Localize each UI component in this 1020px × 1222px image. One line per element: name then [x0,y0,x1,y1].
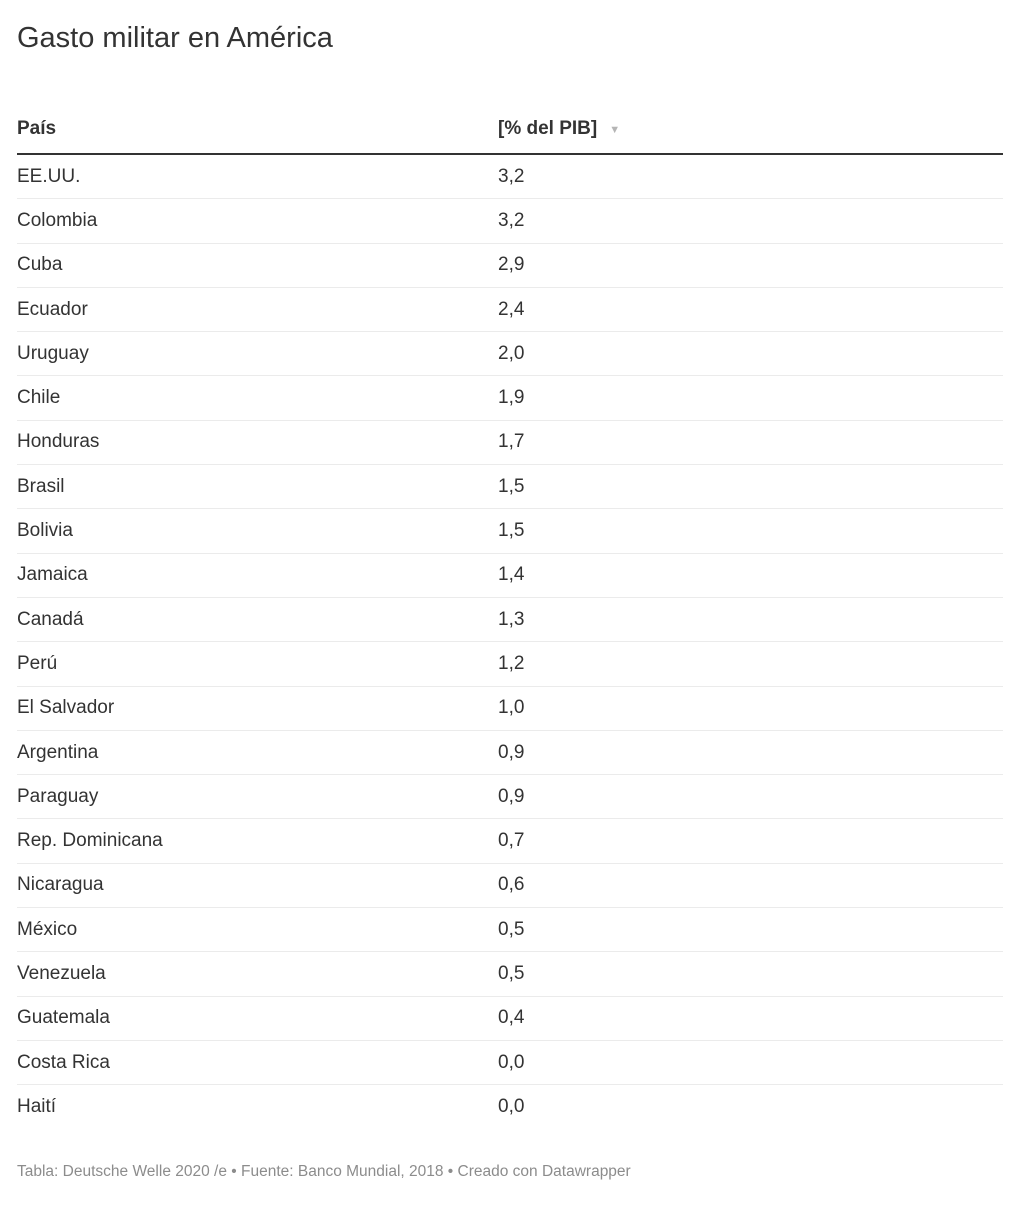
country-cell: EE.UU. [17,165,81,187]
value-cell: 0,9 [498,785,525,807]
country-cell: Honduras [17,431,100,453]
table-row: Nicaragua 0,6 [17,864,1003,909]
table-row: Costa Rica 0,0 [17,1041,1003,1086]
country-cell: Brasil [17,475,65,497]
table-row: Venezuela 0,5 [17,952,1003,997]
value-cell: 0,7 [498,830,525,852]
country-cell: Canadá [17,608,84,630]
value-cell: 0,5 [498,962,525,984]
country-cell: Bolivia [17,520,73,542]
column-header-value[interactable]: [% del PIB] ▼ [498,118,1003,140]
value-cell: 2,4 [498,298,525,320]
country-cell: Argentina [17,741,99,763]
value-cell: 1,0 [498,697,525,719]
table-row: Honduras 1,7 [17,421,1003,466]
column-header-country[interactable]: País [17,118,57,139]
table-row: Argentina 0,9 [17,731,1003,776]
value-cell: 0,0 [498,1051,525,1073]
value-cell: 0,6 [498,874,525,896]
table-page: Gasto militar en América País [% del PIB… [0,22,1020,1182]
sort-desc-icon[interactable]: ▼ [609,123,621,136]
attribution-footer: Tabla: Deutsche Welle 2020 /e • Fuente: … [17,1162,631,1180]
country-cell: Jamaica [17,564,88,586]
page-title: Gasto militar en América [17,22,333,54]
table-row: Guatemala 0,4 [17,997,1003,1041]
value-cell: 0,9 [498,741,525,763]
value-cell: 3,2 [498,209,525,231]
value-cell: 2,9 [498,254,525,276]
table-row: Canadá 1,3 [17,598,1003,643]
value-cell: 0,0 [498,1096,525,1118]
value-cell: 1,3 [498,608,525,630]
value-cell: 1,9 [498,387,525,409]
table-row: Ecuador 2,4 [17,288,1003,333]
table-body: EE.UU. 3,2 Colombia 3,2 Cuba 2,9 Ecuador… [17,155,1003,1130]
country-cell: Chile [17,387,61,409]
country-cell: Nicaragua [17,874,104,896]
country-cell: Rep. Dominicana [17,830,163,852]
table-row: Rep. Dominicana 0,7 [17,819,1003,864]
table-row: Colombia 3,2 [17,199,1003,244]
value-cell: 1,4 [498,564,525,586]
table-row: México 0,5 [17,908,1003,953]
country-cell: México [17,918,78,940]
value-cell: 1,7 [498,431,525,453]
table-row: EE.UU. 3,2 [17,155,1003,200]
table-row: Bolivia 1,5 [17,509,1003,554]
table-row: Haití 0,0 [17,1085,1003,1129]
value-cell: 1,5 [498,475,525,497]
country-cell: Ecuador [17,298,88,320]
value-cell: 1,2 [498,652,525,674]
country-cell: Haití [17,1096,57,1118]
value-cell: 2,0 [498,342,525,364]
table-row: Brasil 1,5 [17,465,1003,510]
country-cell: Uruguay [17,342,89,364]
value-cell: 1,5 [498,520,525,542]
value-cell: 0,5 [498,918,525,940]
table-row: Jamaica 1,4 [17,554,1003,598]
value-cell: 3,2 [498,165,525,187]
table-row: Perú 1,2 [17,642,1003,687]
country-cell: Paraguay [17,785,99,807]
table-row: El Salvador 1,0 [17,687,1003,731]
table-row: Paraguay 0,9 [17,775,1003,820]
table-row: Chile 1,9 [17,376,1003,421]
table-row: Cuba 2,9 [17,244,1003,288]
table-row: Uruguay 2,0 [17,332,1003,377]
value-cell: 0,4 [498,1007,525,1029]
country-cell: Cuba [17,254,63,276]
country-cell: Guatemala [17,1007,110,1029]
table-header-row: País [% del PIB] ▼ [17,118,1003,155]
country-cell: Venezuela [17,962,106,984]
column-header-value-label: [% del PIB] [498,118,598,139]
country-cell: Colombia [17,209,98,231]
country-cell: El Salvador [17,697,115,719]
country-cell: Costa Rica [17,1051,110,1073]
country-cell: Perú [17,652,58,674]
